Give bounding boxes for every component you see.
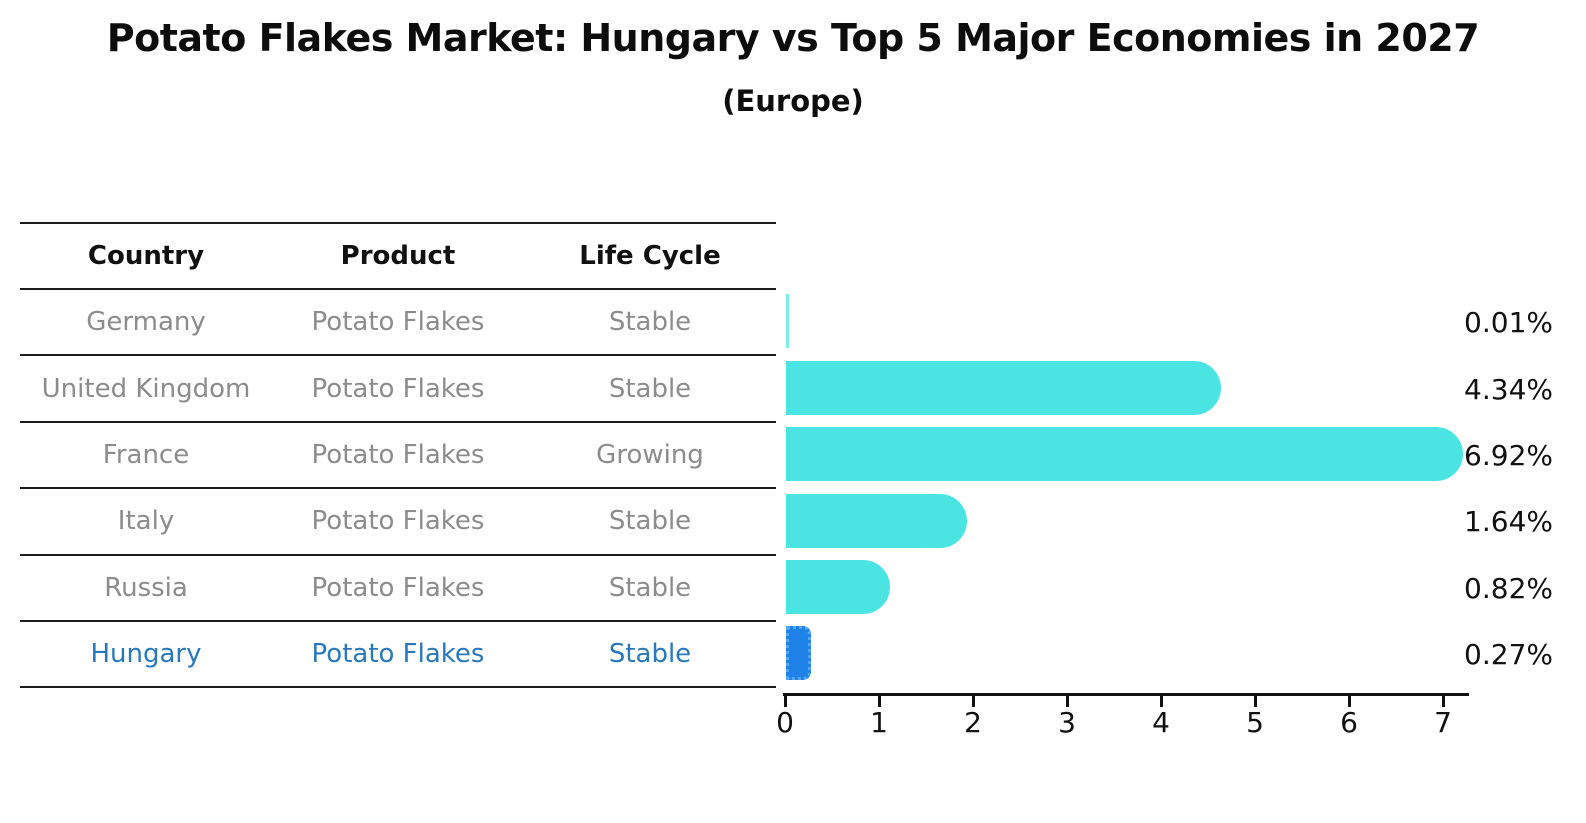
bar-value-label: 1.64% [1464, 505, 1553, 538]
table-row: France Potato Flakes Growing [20, 420, 776, 487]
country-table: Country Product Life Cycle Germany Potat… [20, 222, 776, 689]
bar-hungary-highlighted [786, 626, 812, 680]
bar-value-label: 0.82% [1464, 572, 1553, 605]
x-axis-tick-label: 4 [1152, 706, 1170, 739]
x-axis-tick-label: 0 [776, 706, 794, 739]
x-axis-tick-label: 2 [964, 706, 982, 739]
table-header-row: Country Product Life Cycle [20, 222, 776, 288]
bar-russia [786, 560, 891, 614]
bar-united-kingdom [786, 361, 1221, 415]
cell-product: Potato Flakes [311, 506, 485, 537]
cell-product: Potato Flakes [311, 572, 485, 603]
x-axis-tick [1160, 696, 1163, 707]
table-row: Russia Potato Flakes Stable [20, 553, 776, 620]
cell-country: Hungary [90, 639, 202, 670]
x-axis-tick [1066, 696, 1069, 707]
cell-life-cycle: Stable [608, 572, 692, 603]
table-row: Italy Potato Flakes Stable [20, 487, 776, 553]
column-header-life-cycle: Life Cycle [579, 241, 721, 271]
table-row-highlighted-hungary: Hungary Potato Flakes Stable [20, 619, 776, 686]
x-axis-tick-label: 7 [1434, 706, 1452, 739]
page-title: Potato Flakes Market: Hungary vs Top 5 M… [106, 16, 1480, 60]
cell-country: Russia [104, 572, 188, 603]
table-row: Germany Potato Flakes Stable [20, 288, 776, 354]
cell-country: France [102, 439, 190, 470]
bar-italy [786, 494, 968, 548]
x-axis-tick [1442, 696, 1445, 707]
cell-country: United Kingdom [41, 373, 251, 404]
cell-country: Italy [117, 506, 175, 537]
bar-value-label: 0.27% [1464, 638, 1553, 671]
column-header-country: Country [87, 241, 205, 271]
x-axis-tick [784, 696, 787, 707]
x-axis-tick [1254, 696, 1257, 707]
cell-life-cycle: Growing [596, 439, 704, 470]
bar-value-label: 0.01% [1464, 306, 1553, 339]
column-header-product: Product [340, 241, 456, 271]
cell-product: Potato Flakes [311, 439, 485, 470]
cell-life-cycle: Stable [608, 307, 692, 338]
x-axis-tick-label: 5 [1246, 706, 1264, 739]
x-axis-tick-label: 1 [870, 706, 888, 739]
cell-product: Potato Flakes [311, 373, 485, 404]
cell-life-cycle: Stable [608, 639, 692, 670]
cell-life-cycle: Stable [608, 506, 692, 537]
cell-product: Potato Flakes [311, 307, 485, 338]
x-axis-tick [972, 696, 975, 707]
cell-country: Germany [86, 307, 206, 338]
x-axis-tick [1348, 696, 1351, 707]
x-axis-tick-label: 3 [1058, 706, 1076, 739]
bar-value-label: 6.92% [1464, 439, 1553, 472]
bar-germany [786, 294, 789, 348]
page-subtitle: (Europe) [722, 84, 864, 118]
bar-value-label: 4.34% [1464, 373, 1553, 406]
cell-life-cycle: Stable [608, 373, 692, 404]
x-axis-line [783, 693, 1469, 696]
cell-product: Potato Flakes [311, 639, 485, 670]
x-axis-tick [878, 696, 881, 707]
table-row: United Kingdom Potato Flakes Stable [20, 354, 776, 420]
x-axis-tick-label: 6 [1340, 706, 1358, 739]
bar-france [786, 427, 1464, 481]
